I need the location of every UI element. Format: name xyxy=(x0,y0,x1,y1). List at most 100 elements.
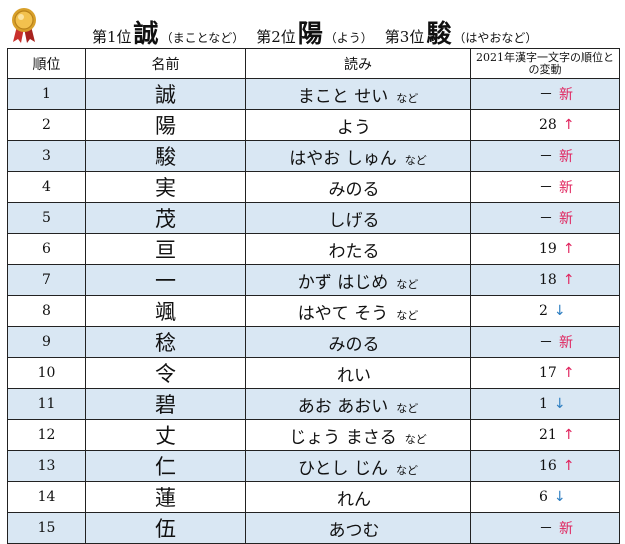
reading-cell: よう xyxy=(245,109,471,141)
top-three-heading: 第1位 誠 （まことなど） 第2位 陽 （よう） 第3位 駿 （はやおなど） xyxy=(92,14,549,48)
change-cell: －新 xyxy=(470,78,620,110)
table-row: 15 伍あつむ－新 xyxy=(7,512,620,544)
rank-cell: 12 xyxy=(7,419,86,451)
name-kanji-cell: 亘 xyxy=(85,233,246,265)
reading-cell: あつむ xyxy=(245,512,471,544)
reading-note: など xyxy=(396,277,419,291)
page-header: 第1位 誠 （まことなど） 第2位 陽 （よう） 第3位 駿 （はやおなど） xyxy=(0,0,625,48)
rank-cell: 6 xyxy=(7,233,86,265)
name-kanji-cell: 実 xyxy=(85,171,246,203)
table-row: 11 碧あお あおい など 1 ↓ xyxy=(7,388,620,420)
reading-cell: じょう まさる など xyxy=(245,419,471,451)
previous-rank: － xyxy=(539,87,553,103)
reading-cell: れい xyxy=(245,357,471,389)
name-kanji-cell: 伍 xyxy=(85,512,246,544)
reading-text: しげる xyxy=(328,210,380,231)
reading-text: みのる xyxy=(328,179,380,200)
arrow-up-icon: ↑ xyxy=(562,458,575,474)
previous-rank: － xyxy=(539,149,553,165)
name-kanji-cell: 駿 xyxy=(85,140,246,172)
heading-reading-2: （よう） xyxy=(324,31,373,45)
previous-rank: 18 xyxy=(539,272,557,288)
previous-rank: 6 xyxy=(539,489,548,505)
reading-note: など xyxy=(396,91,419,105)
name-kanji-cell: 茂 xyxy=(85,202,246,234)
name-kanji-cell: 陽 xyxy=(85,109,246,141)
reading-note: など xyxy=(404,153,427,167)
arrow-down-icon: ↓ xyxy=(553,396,566,412)
medal-icon xyxy=(12,8,36,43)
arrow-up-icon: ↑ xyxy=(562,117,575,133)
rank-cell: 5 xyxy=(7,202,86,234)
previous-rank: 19 xyxy=(539,241,557,257)
previous-rank: － xyxy=(539,335,553,351)
reading-text: まこと せい xyxy=(297,86,389,107)
heading-rank-2: 第2位 xyxy=(256,28,296,46)
reading-text: よう xyxy=(337,117,371,138)
reading-cell: みのる xyxy=(245,326,471,358)
rank-cell: 4 xyxy=(7,171,86,203)
heading-kanji-3: 駿 xyxy=(426,19,452,48)
column-header-reading: 読み xyxy=(245,48,471,79)
table-row: 13 仁ひとし じん など 16 ↑ xyxy=(7,450,620,482)
new-badge: 新 xyxy=(559,335,573,351)
name-kanji-cell: 稔 xyxy=(85,326,246,358)
heading-reading-3: （はやおなど） xyxy=(453,31,538,45)
table-row: 12 丈じょう まさる など 21 ↑ xyxy=(7,419,620,451)
reading-cell: みのる xyxy=(245,171,471,203)
previous-rank: － xyxy=(539,211,553,227)
reading-text: あお あおい xyxy=(297,396,389,417)
heading-rank-3: 第3位 xyxy=(384,28,425,46)
rank-cell: 7 xyxy=(7,264,86,296)
reading-cell: れん xyxy=(245,481,471,513)
header-row: 順位 名前 読み 2021年漢字一文字の順位との変動 xyxy=(7,48,620,79)
reading-note: など xyxy=(404,432,427,446)
reading-text: はやて そう xyxy=(297,303,389,324)
table-row: 14 蓮れん 6 ↓ xyxy=(7,481,620,513)
previous-rank: 1 xyxy=(539,396,548,412)
reading-text: あつむ xyxy=(328,520,380,541)
change-cell: －新 xyxy=(470,326,620,358)
reading-text: ひとし じん xyxy=(298,458,388,479)
new-badge: 新 xyxy=(559,521,573,537)
change-cell: 28 ↑ xyxy=(470,109,620,141)
heading-kanji-2: 陽 xyxy=(297,19,323,48)
change-cell: －新 xyxy=(470,512,620,544)
reading-text: じょう まさる xyxy=(289,427,397,448)
heading-rank-1: 第1位 xyxy=(92,28,132,46)
reading-cell: かず はじめ など xyxy=(245,264,471,296)
table-row: 10 令 れい 17 ↑ xyxy=(7,357,620,389)
previous-rank: 16 xyxy=(539,458,557,474)
change-cell: －新 xyxy=(470,171,620,203)
name-kanji-cell: 颯 xyxy=(85,295,246,327)
name-kanji-cell: 碧 xyxy=(85,388,246,420)
table-row: 2 陽 よう 28 ↑ xyxy=(7,109,620,141)
previous-rank: 2 xyxy=(539,303,548,319)
rank-cell: 8 xyxy=(7,295,86,327)
column-header-name: 名前 xyxy=(85,48,246,79)
previous-rank: － xyxy=(539,521,553,537)
table-row: 9 稔みのる－新 xyxy=(7,326,620,358)
change-cell: 1 ↓ xyxy=(470,388,620,420)
previous-rank: 17 xyxy=(539,365,557,381)
table-row: 5 茂しげる－新 xyxy=(7,202,620,234)
reading-cell: ひとし じん など xyxy=(245,450,471,482)
change-cell: 17 ↑ xyxy=(470,357,620,389)
reading-cell: わたる xyxy=(245,233,471,265)
table-row: 3 駿はやお しゅん など－新 xyxy=(7,140,620,172)
change-cell: 6 ↓ xyxy=(470,481,620,513)
rank-cell: 14 xyxy=(7,481,86,513)
column-header-change: 2021年漢字一文字の順位との変動 xyxy=(470,48,620,79)
name-kanji-cell: 令 xyxy=(85,357,246,389)
ranking-table: 順位 名前 読み 2021年漢字一文字の順位との変動 1 誠まこと せい など－新 2… xyxy=(7,48,620,544)
reading-cell: あお あおい など xyxy=(245,388,471,420)
change-cell: －新 xyxy=(470,140,620,172)
arrow-down-icon: ↓ xyxy=(553,303,566,319)
reading-note: など xyxy=(396,308,419,322)
name-kanji-cell: 蓮 xyxy=(85,481,246,513)
arrow-down-icon: ↓ xyxy=(553,489,566,505)
name-kanji-cell: 一 xyxy=(85,264,246,296)
table-row: 6 亘 わたる 19 ↑ xyxy=(7,233,620,265)
arrow-up-icon: ↑ xyxy=(562,365,575,381)
reading-text: はやお しゅん xyxy=(289,148,397,169)
